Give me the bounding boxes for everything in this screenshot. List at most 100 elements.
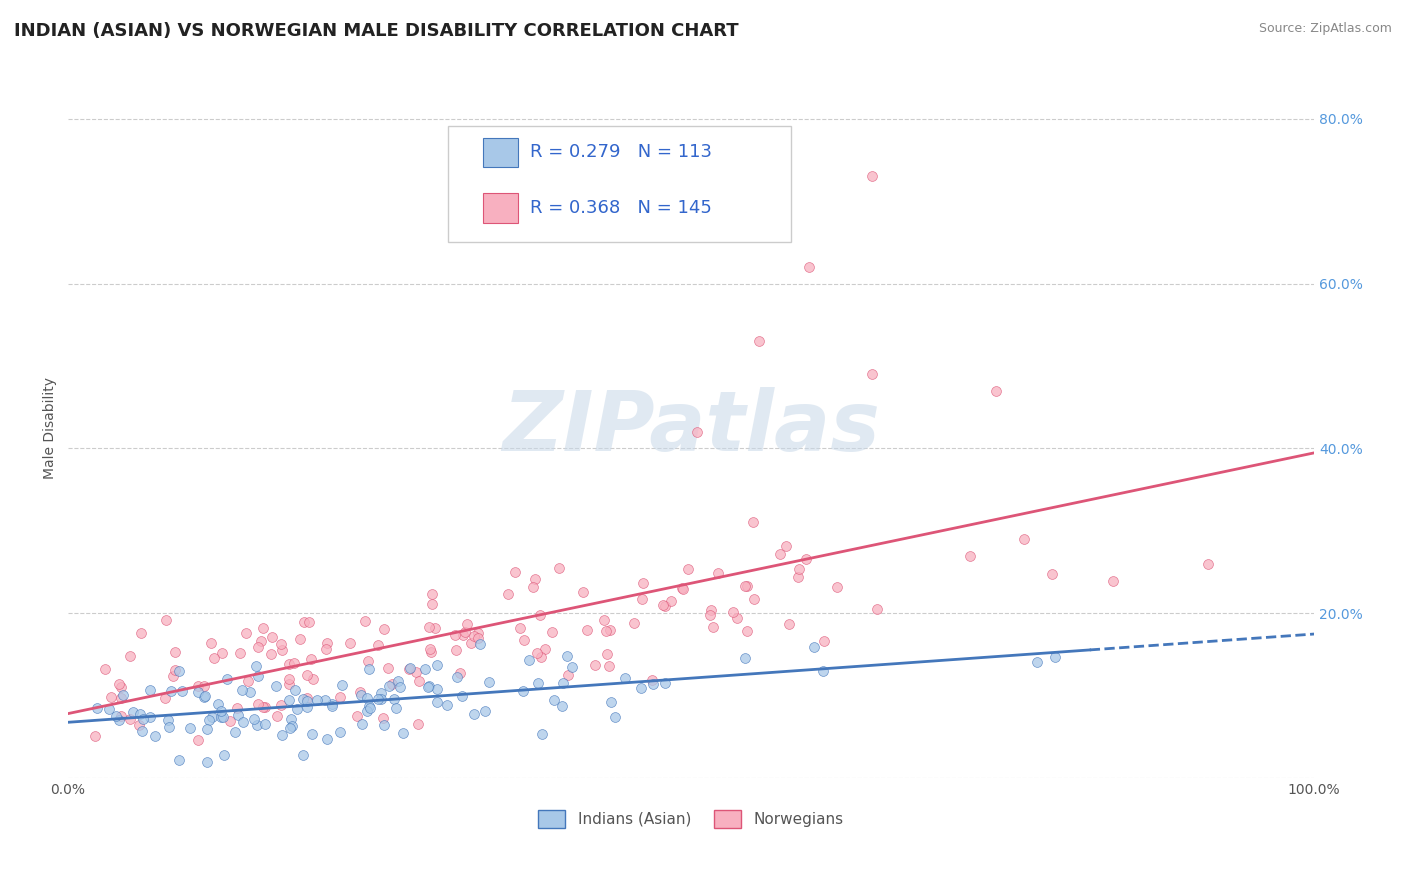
Point	[202, 650, 225, 665]
Text: R = 0.368   N = 145: R = 0.368 N = 145	[530, 199, 711, 217]
Point	[315, 641, 337, 656]
Point	[350, 716, 373, 731]
Point	[595, 624, 617, 638]
Point	[456, 617, 478, 632]
Point	[367, 638, 389, 652]
Point	[242, 713, 264, 727]
Point	[122, 705, 145, 719]
Point	[1197, 558, 1219, 572]
Point	[359, 662, 381, 676]
Point	[297, 615, 319, 630]
Point	[371, 711, 394, 725]
Point	[138, 709, 160, 723]
Point	[503, 565, 526, 579]
Point	[231, 683, 253, 698]
Point	[285, 702, 308, 716]
Point	[643, 677, 665, 691]
Point	[120, 649, 142, 664]
Point	[450, 689, 472, 703]
Point	[775, 539, 797, 553]
Point	[630, 681, 652, 696]
Point	[671, 581, 693, 595]
Point	[253, 699, 276, 714]
Point	[553, 675, 575, 690]
Point	[94, 662, 117, 676]
Point	[167, 753, 190, 767]
Point	[305, 692, 328, 706]
Point	[399, 661, 422, 675]
Legend: Indians (Asian), Norwegians: Indians (Asian), Norwegians	[531, 804, 849, 834]
Point	[381, 677, 404, 691]
Point	[737, 579, 759, 593]
Point	[370, 691, 392, 706]
Point	[426, 658, 449, 673]
Point	[630, 592, 652, 607]
Point	[292, 615, 315, 629]
Point	[454, 625, 477, 640]
Point	[1025, 656, 1047, 670]
Point	[734, 579, 756, 593]
Point	[108, 676, 131, 690]
Point	[219, 714, 242, 728]
Point	[280, 712, 302, 726]
Point	[291, 748, 314, 763]
Point	[387, 674, 409, 689]
Point	[270, 637, 292, 651]
Point	[522, 580, 544, 594]
Point	[247, 669, 270, 683]
Point	[530, 650, 553, 665]
Text: R = 0.279   N = 113: R = 0.279 N = 113	[530, 144, 711, 161]
Point	[86, 701, 108, 715]
FancyBboxPatch shape	[482, 193, 517, 222]
Point	[193, 690, 215, 704]
Point	[633, 575, 655, 590]
Point	[813, 664, 835, 678]
Point	[384, 692, 406, 706]
Point	[357, 654, 380, 668]
Point	[250, 633, 273, 648]
Point	[297, 699, 319, 714]
Point	[239, 685, 262, 699]
Point	[406, 716, 429, 731]
Point	[700, 603, 723, 617]
Point	[295, 668, 318, 682]
Point	[299, 651, 322, 665]
Point	[533, 642, 555, 657]
Point	[157, 714, 180, 728]
Point	[416, 680, 439, 694]
Point	[463, 629, 485, 643]
Point	[330, 678, 353, 692]
Point	[209, 710, 232, 724]
Point	[702, 620, 724, 634]
Point	[721, 605, 744, 619]
Point	[110, 681, 132, 695]
Point	[129, 707, 152, 722]
Point	[266, 708, 288, 723]
Point	[524, 573, 547, 587]
Point	[165, 645, 187, 659]
Point	[315, 636, 337, 650]
Point	[460, 636, 482, 650]
Point	[377, 661, 399, 675]
Point	[211, 646, 233, 660]
Point	[295, 694, 318, 708]
Point	[321, 698, 343, 713]
Point	[302, 673, 325, 687]
Point	[391, 725, 413, 739]
Point	[425, 621, 447, 635]
Point	[278, 657, 301, 672]
Point	[278, 672, 301, 686]
Point	[420, 644, 443, 658]
Point	[155, 691, 177, 706]
Point	[162, 669, 184, 683]
Point	[420, 597, 443, 611]
Point	[676, 562, 699, 576]
Point	[163, 663, 186, 677]
Text: Source: ZipAtlas.com: Source: ZipAtlas.com	[1258, 22, 1392, 36]
Point	[110, 709, 132, 723]
Point	[413, 662, 436, 676]
Point	[359, 699, 381, 714]
Point	[986, 384, 1008, 398]
Point	[509, 622, 531, 636]
Point	[555, 648, 578, 663]
